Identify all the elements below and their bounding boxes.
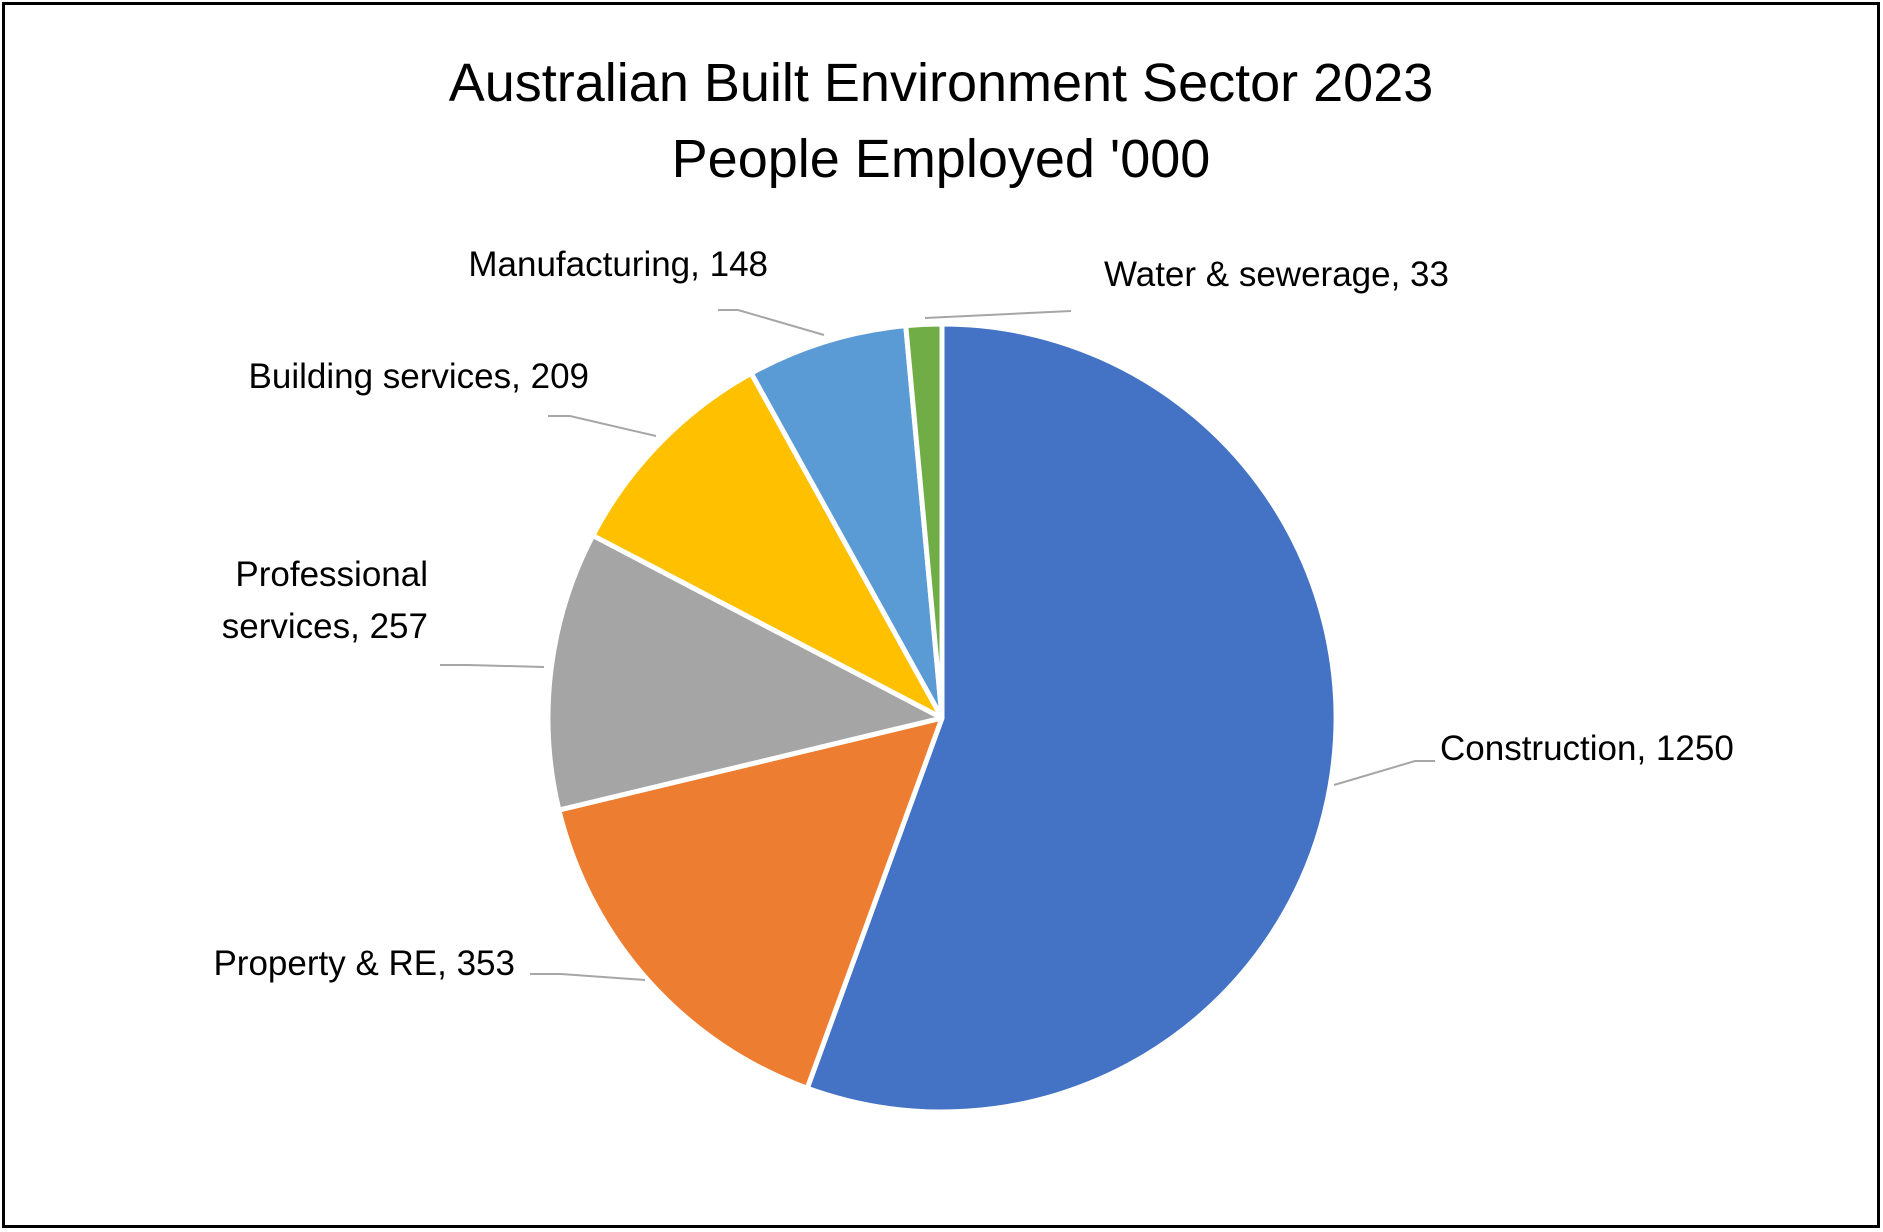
data-label-line: Professional — [235, 555, 428, 594]
data-label-construction: Construction, 1250 — [1440, 729, 1734, 768]
data-label-line: Manufacturing, 148 — [468, 245, 768, 284]
data-label-building-services: Building services, 209 — [249, 357, 589, 396]
data-label-line: Property & RE, 353 — [213, 944, 515, 983]
leader-line-building-services — [548, 415, 657, 437]
pie-slices — [545, 321, 1339, 1115]
pie-slice-construction — [804, 321, 1339, 1115]
data-label-property-re: Property & RE, 353 — [213, 944, 515, 983]
pie-slice-manufacturing — [748, 323, 945, 721]
leader-line-property-re — [530, 973, 646, 981]
data-label-line: Water & sewerage, 33 — [1104, 255, 1449, 294]
pie-slice-water-sewerage — [903, 321, 945, 721]
pie-slice-property-re — [556, 715, 945, 1091]
data-label-manufacturing: Manufacturing, 148 — [468, 245, 768, 284]
leader-line-construction — [1333, 760, 1435, 786]
chart-title-line-1: Australian Built Environment Sector 2023 — [448, 53, 1434, 113]
data-label-line: Building services, 209 — [249, 357, 589, 396]
chart-title: Australian Built Environment Sector 2023… — [5, 45, 1877, 197]
chart-title-line-2: People Employed '000 — [671, 129, 1211, 189]
data-label-professional-services: Professional services, 257 — [222, 555, 428, 646]
leader-line-professional-services — [440, 664, 545, 668]
data-labels: Construction, 1250 Property & RE, 353 Prof… — [213, 245, 1733, 983]
pie-slice-professional-services — [545, 532, 945, 813]
data-label-water-sewerage: Water & sewerage, 33 — [1104, 255, 1449, 294]
data-label-line: Construction, 1250 — [1440, 729, 1734, 768]
data-label-line: services, 257 — [222, 607, 428, 646]
leader-line-water-sewerage — [924, 310, 1072, 319]
leader-line-manufacturing — [718, 309, 825, 336]
pie-slice-building-services — [590, 370, 945, 721]
